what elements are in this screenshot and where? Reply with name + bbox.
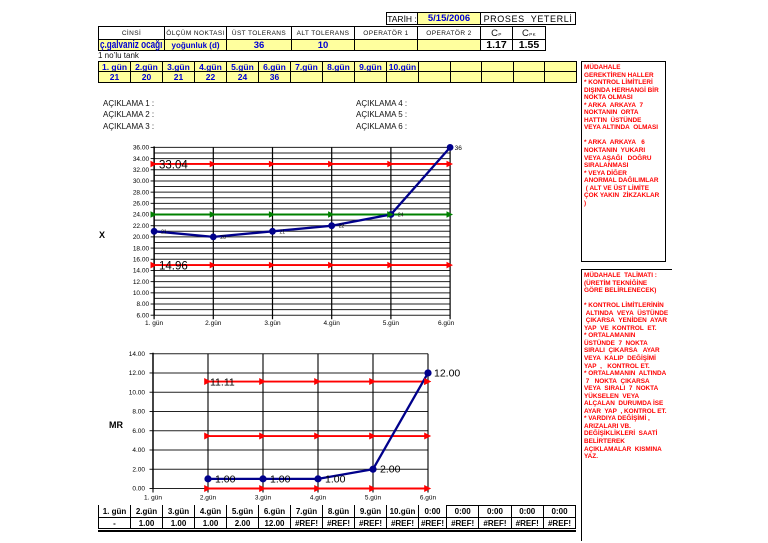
svg-text:20: 20 <box>220 235 226 241</box>
svg-text:12.00: 12.00 <box>129 370 146 377</box>
svg-text:1.00: 1.00 <box>215 473 236 485</box>
svg-text:24.00: 24.00 <box>133 212 150 219</box>
svg-text:1.00: 1.00 <box>325 473 346 485</box>
svg-text:34.00: 34.00 <box>133 156 150 163</box>
svg-text:2.00: 2.00 <box>380 464 401 476</box>
svg-text:6.gün: 6.gün <box>438 320 455 327</box>
svg-text:1.00: 1.00 <box>270 473 291 485</box>
svg-text:3.gün: 3.gün <box>264 320 281 327</box>
svg-text:18.00: 18.00 <box>133 245 150 252</box>
svg-text:6.00: 6.00 <box>132 428 145 435</box>
svg-text:26.00: 26.00 <box>133 201 150 208</box>
svg-text:14.96: 14.96 <box>159 261 188 273</box>
svg-text:14.00: 14.00 <box>129 351 146 358</box>
svg-text:10.00: 10.00 <box>133 290 150 297</box>
svg-text:5.gün: 5.gün <box>383 320 400 327</box>
svg-text:8.00: 8.00 <box>136 301 149 308</box>
svg-text:0.00: 0.00 <box>132 486 145 493</box>
svg-text:6.00: 6.00 <box>136 312 149 319</box>
svg-text:4.gün: 4.gün <box>310 495 327 502</box>
svg-text:33.04: 33.04 <box>159 160 188 172</box>
svg-text:2.00: 2.00 <box>132 466 145 473</box>
svg-text:22: 22 <box>339 224 345 230</box>
svg-text:12.00: 12.00 <box>434 368 460 380</box>
svg-text:30.00: 30.00 <box>133 178 150 185</box>
svg-text:8.00: 8.00 <box>132 409 145 416</box>
svg-text:24: 24 <box>398 213 404 219</box>
svg-text:6.gün: 6.gün <box>420 495 437 502</box>
svg-text:10.00: 10.00 <box>129 389 146 396</box>
svg-text:36: 36 <box>455 145 463 152</box>
svg-text:5.gün: 5.gün <box>365 495 382 502</box>
svg-text:28.00: 28.00 <box>133 189 150 196</box>
svg-text:21: 21 <box>280 229 286 235</box>
svg-text:1. gün: 1. gün <box>144 495 162 502</box>
svg-text:12.00: 12.00 <box>133 279 150 286</box>
svg-text:2.gün: 2.gün <box>200 495 217 502</box>
svg-text:1. gün: 1. gün <box>145 320 163 327</box>
svg-text:14.00: 14.00 <box>133 268 150 275</box>
svg-text:16.00: 16.00 <box>133 256 150 263</box>
svg-text:11.11: 11.11 <box>210 376 235 388</box>
svg-text:4.gün: 4.gün <box>324 320 341 327</box>
svg-text:22.00: 22.00 <box>133 223 150 230</box>
svg-text:2.gün: 2.gün <box>205 320 222 327</box>
svg-text:36.00: 36.00 <box>133 145 150 152</box>
svg-text:4.00: 4.00 <box>132 447 145 454</box>
svg-text:32.00: 32.00 <box>133 167 150 174</box>
svg-text:3.gün: 3.gün <box>255 495 272 502</box>
svg-text:21: 21 <box>161 229 167 235</box>
svg-text:20.00: 20.00 <box>133 234 150 241</box>
